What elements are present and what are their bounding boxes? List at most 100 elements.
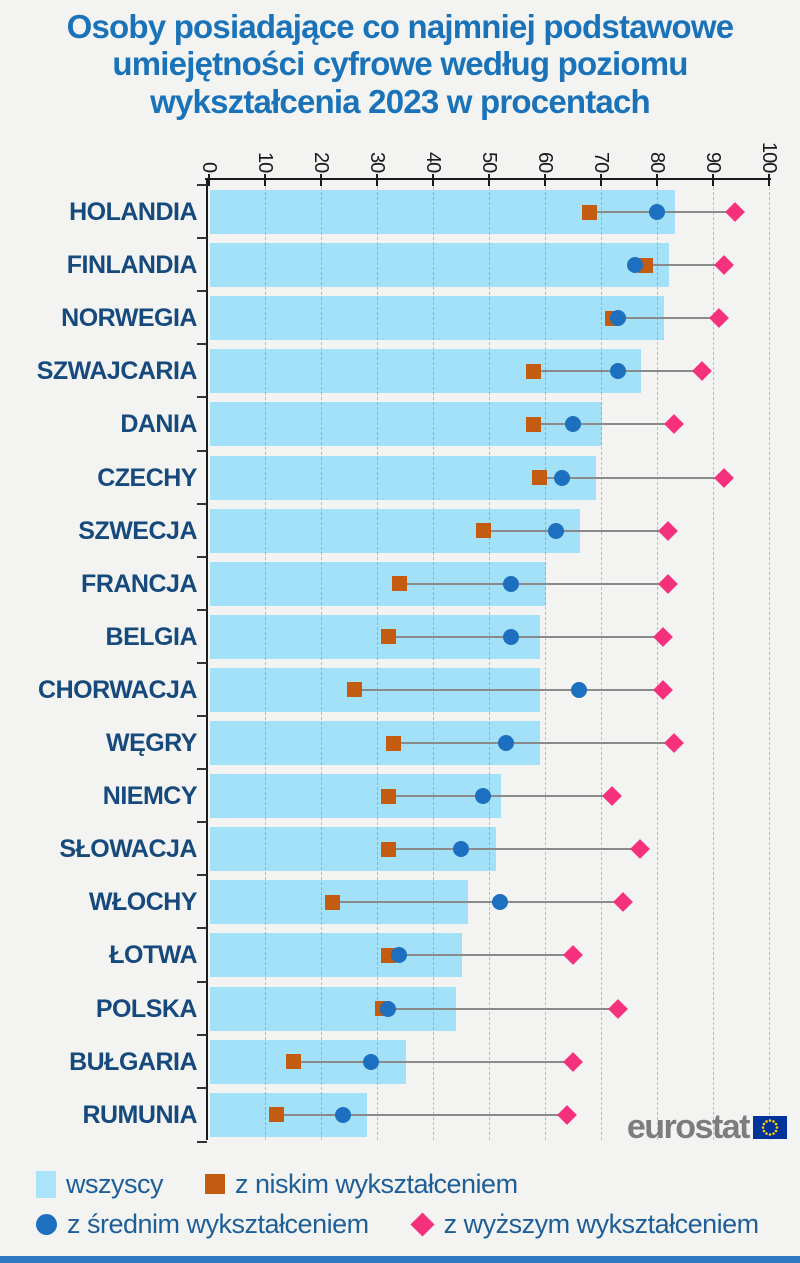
medium-education-marker-francja bbox=[503, 575, 520, 592]
country-label-belgia: BELGIA bbox=[105, 622, 198, 651]
x-axis-tick-10 bbox=[264, 174, 266, 186]
country-label-szwecja: SZWECJA bbox=[78, 516, 197, 545]
legend-label-medium-education: z średnim wykształceniem bbox=[67, 1208, 369, 1239]
medium-education-marker-niemcy bbox=[475, 788, 492, 805]
high-education-marker-czechy bbox=[714, 467, 735, 488]
legend-item-all: wszyscy bbox=[36, 1169, 164, 1200]
medium-education-marker-szwajcaria bbox=[609, 363, 626, 380]
eurostat-logo-text: eurostat bbox=[626, 1108, 751, 1146]
range-connector-niemcy bbox=[388, 795, 613, 798]
y-axis-tick-5 bbox=[197, 449, 207, 452]
y-axis-tick-17 bbox=[197, 1086, 207, 1089]
country-label-czechy: CZECHY bbox=[97, 463, 197, 492]
high-education-marker-dania bbox=[663, 414, 684, 435]
medium-education-marker-polska bbox=[380, 1000, 397, 1017]
medium-education-marker-słowacja bbox=[453, 841, 469, 858]
gridline-70 bbox=[600, 182, 602, 1140]
country-label-rumunia: RUMUNIA bbox=[82, 1100, 197, 1129]
medium-education-marker-chorwacja bbox=[570, 681, 587, 698]
country-label-niemcy: NIEMCY bbox=[102, 782, 198, 811]
x-axis-tick-label-80: 80 bbox=[646, 151, 668, 172]
low-education-marker-włochy bbox=[324, 894, 340, 910]
low-education-marker-szwecja bbox=[475, 523, 491, 539]
low-education-marker-rumunia bbox=[268, 1107, 284, 1123]
medium-education-marker-szwecja bbox=[548, 522, 565, 539]
high-education-marker-szwecja bbox=[658, 520, 679, 541]
low-education-marker-węgry bbox=[386, 735, 402, 751]
x-axis-tick-80 bbox=[656, 174, 658, 186]
legend-diamond-swatch-icon bbox=[410, 1211, 435, 1237]
range-connector-czechy bbox=[539, 476, 725, 479]
low-education-marker-holandia bbox=[582, 204, 598, 220]
medium-education-marker-węgry bbox=[497, 735, 514, 751]
country-label-włochy: WŁOCHY bbox=[88, 888, 198, 917]
high-education-marker-polska bbox=[607, 998, 628, 1019]
x-axis-tick-90 bbox=[712, 174, 714, 186]
country-label-szwajcaria: SZWAJCARIA bbox=[36, 357, 198, 386]
medium-education-marker-holandia bbox=[649, 204, 665, 220]
y-axis-tick-2 bbox=[197, 290, 207, 293]
y-axis-tick-8 bbox=[197, 608, 207, 611]
legend-item-low-education: z niskim wykształceniem bbox=[205, 1169, 518, 1200]
x-axis-tick-label-20: 20 bbox=[310, 151, 332, 172]
legend-row-2: z średnim wykształceniem z wyższym wyksz… bbox=[36, 1204, 776, 1244]
high-education-marker-słowacja bbox=[630, 839, 651, 860]
legend-label-high-education: z wyższym wykształceniem bbox=[443, 1208, 760, 1239]
range-connector-francja bbox=[399, 582, 669, 585]
country-bar-norwegia bbox=[210, 296, 664, 341]
y-axis-line bbox=[206, 178, 208, 1140]
medium-education-marker-bułgaria bbox=[363, 1053, 380, 1070]
country-label-słowacja: SŁOWACJA bbox=[59, 835, 197, 864]
y-axis-tick-12 bbox=[197, 821, 207, 824]
medium-education-marker-łotwa bbox=[391, 947, 408, 964]
low-education-marker-chorwacja bbox=[347, 682, 363, 698]
medium-education-marker-dania bbox=[565, 416, 581, 433]
country-label-finlandia: FINLANDIA bbox=[66, 251, 198, 280]
country-label-francja: FRANCJA bbox=[81, 569, 197, 598]
medium-education-marker-belgia bbox=[503, 628, 520, 645]
legend-label-low-education: z niskim wykształceniem bbox=[235, 1168, 518, 1199]
y-axis-tick-bottom bbox=[197, 1140, 207, 1143]
country-label-bułgaria: BUŁGARIA bbox=[69, 1047, 197, 1076]
range-connector-norwegia bbox=[612, 317, 719, 320]
low-education-marker-belgia bbox=[380, 629, 396, 645]
legend-row-1: wszyscy z niskim wykształceniem bbox=[36, 1164, 776, 1204]
range-connector-dania bbox=[533, 423, 674, 426]
range-connector-słowacja bbox=[388, 848, 641, 851]
y-axis-tick-0 bbox=[197, 184, 207, 186]
y-axis-tick-4 bbox=[197, 396, 207, 399]
range-connector-polska bbox=[382, 1007, 618, 1010]
x-axis-tick-label-50: 50 bbox=[478, 151, 500, 172]
country-label-łotwa: ŁOTWA bbox=[109, 941, 197, 970]
legend-item-high-education: z wyższym wykształceniem bbox=[410, 1208, 760, 1240]
high-education-marker-bułgaria bbox=[563, 1051, 583, 1072]
x-axis-tick-100 bbox=[768, 174, 770, 186]
legend-circle-swatch-icon bbox=[36, 1213, 57, 1235]
medium-education-marker-finlandia bbox=[626, 257, 643, 274]
range-connector-bułgaria bbox=[293, 1060, 573, 1063]
high-education-marker-finlandia bbox=[714, 255, 735, 275]
range-connector-chorwacja bbox=[354, 688, 663, 691]
high-education-marker-łotwa bbox=[563, 945, 583, 966]
y-axis-tick-7 bbox=[197, 555, 207, 558]
range-connector-finlandia bbox=[634, 264, 725, 267]
eu-flag-icon bbox=[753, 1115, 787, 1139]
gridline-30 bbox=[376, 182, 378, 1140]
x-axis-tick-label-10: 10 bbox=[254, 151, 276, 172]
country-label-holandia: HOLANDIA bbox=[69, 198, 197, 226]
legend-bar-swatch-icon bbox=[36, 1170, 56, 1198]
medium-education-marker-rumunia bbox=[335, 1106, 352, 1123]
gridline-40 bbox=[432, 182, 434, 1140]
medium-education-marker-włochy bbox=[492, 894, 509, 911]
range-connector-belgia bbox=[388, 635, 663, 638]
range-connector-szwecja bbox=[483, 529, 669, 532]
country-label-norwegia: NORWEGIA bbox=[61, 304, 197, 333]
x-axis-tick-label-90: 90 bbox=[702, 151, 724, 172]
range-connector-węgry bbox=[393, 742, 674, 744]
gridline-90 bbox=[712, 182, 714, 1140]
medium-education-marker-czechy bbox=[553, 469, 570, 486]
x-axis-tick-0 bbox=[208, 174, 210, 186]
y-axis-tick-16 bbox=[197, 1033, 207, 1036]
low-education-marker-bułgaria bbox=[285, 1054, 301, 1070]
country-label-węgry: WĘGRY bbox=[105, 729, 198, 757]
